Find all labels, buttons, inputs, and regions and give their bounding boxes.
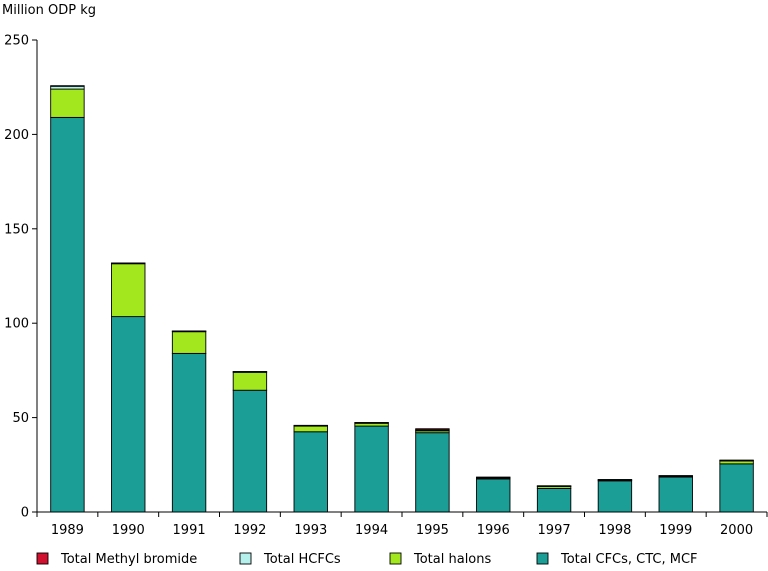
bar-1998-series-0	[597, 480, 633, 513]
bar-1991-series-1	[171, 331, 207, 354]
bar-1993-series-0	[293, 431, 328, 513]
x-tick-label: 1989	[51, 523, 84, 538]
x-tick-label: 1998	[598, 523, 631, 538]
legend-swatch	[36, 552, 49, 565]
bar-1989-series-3	[50, 85, 85, 87]
x-tick-label: 1994	[355, 523, 388, 538]
legend-label: Total Methyl bromide	[60, 552, 197, 567]
bar-1996-series-0	[476, 478, 511, 513]
x-tick-label: 1995	[416, 523, 449, 538]
x-tick-label: 1992	[233, 523, 266, 538]
bar-2000-series-0	[719, 463, 754, 513]
bar-1999-series-0	[658, 476, 693, 513]
legend-label: Total halons	[413, 552, 492, 567]
legend-swatch	[239, 552, 252, 565]
y-axis: 0 50 100 150 200 250	[4, 34, 38, 521]
bar-1991-series-0	[171, 352, 207, 513]
x-tick-label: 1999	[659, 523, 692, 538]
bar-1993-series-1	[293, 425, 328, 433]
y-tick-label: 0	[21, 506, 29, 521]
bar-1990-series-1	[111, 263, 146, 318]
legend-swatch	[389, 552, 402, 565]
bar-1992-series-0	[232, 389, 268, 513]
y-tick-label: 100	[4, 317, 29, 332]
x-tick-label: 1993	[294, 523, 327, 538]
legend: Total Methyl bromide Total HCFCs Total hal…	[36, 552, 698, 567]
y-tick-label: 200	[4, 128, 29, 143]
legend-label: Total HCFCs	[263, 552, 341, 567]
x-tick-label: 1990	[112, 523, 145, 538]
legend-label: Total CFCs, CTC, MCF	[560, 552, 698, 567]
x-tick-label: 2000	[720, 523, 753, 538]
y-tick-label: 50	[12, 411, 29, 426]
y-axis-title: Million ODP kg	[2, 3, 96, 18]
bar-1990-series-0	[111, 316, 146, 513]
bars	[50, 85, 754, 513]
y-tick-label: 250	[4, 34, 29, 49]
x-tick-label: 1997	[538, 523, 571, 538]
x-tick-label: 1991	[173, 523, 206, 538]
bar-1995-series-0	[415, 432, 450, 513]
bar-1989-series-0	[50, 116, 85, 513]
bar-1994-series-0	[354, 425, 389, 513]
bar-1997-series-0	[536, 487, 572, 513]
x-axis: 1989 1990 1991 1992 1993 1994 1995 1996 1997 1998…	[36, 511, 768, 538]
y-tick-label: 150	[4, 222, 29, 237]
legend-swatch	[536, 552, 549, 565]
x-tick-label: 1996	[477, 523, 510, 538]
bar-1989-series-1	[50, 88, 85, 118]
bar-1992-series-1	[232, 371, 268, 391]
bar-1995-series-3	[415, 428, 450, 431]
